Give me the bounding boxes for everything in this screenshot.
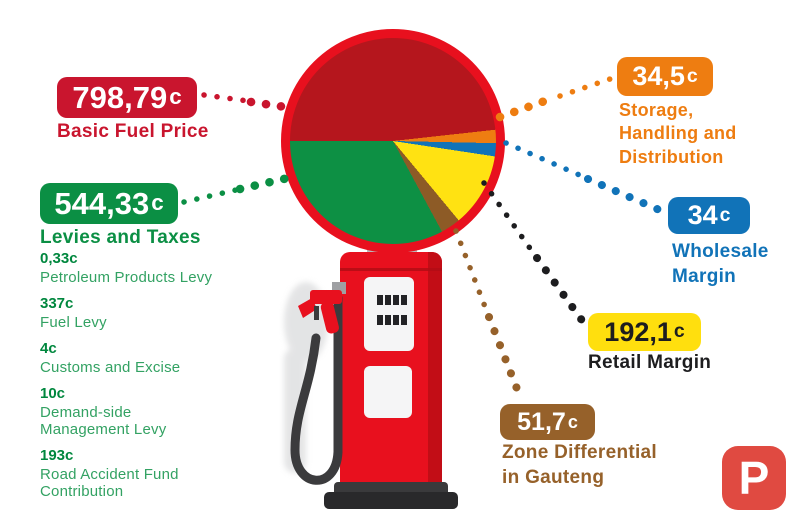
levy-value: 10c bbox=[40, 385, 66, 402]
cents-unit: c bbox=[686, 64, 698, 87]
leader-basic-fuel bbox=[201, 92, 297, 113]
cents-unit: c bbox=[169, 84, 182, 110]
list-item: 193c Road Accident Fund Contribution bbox=[40, 446, 290, 500]
levy-label: Customs and Excise bbox=[40, 359, 181, 376]
brand-logo: P bbox=[722, 446, 786, 510]
levy-label: Petroleum Products Levy bbox=[40, 269, 213, 286]
levy-label: Demand-side Management Levy bbox=[40, 404, 167, 438]
wholesale-margin-value: 34 bbox=[687, 200, 718, 230]
zone-differential-value: 51,7 bbox=[517, 407, 566, 436]
cents-unit: c bbox=[151, 190, 164, 216]
storage-handling-value: 34,5 bbox=[632, 61, 685, 91]
leader-storage bbox=[495, 76, 613, 122]
levies-breakdown-list: 0,33c Petroleum Products Levy 337c Fuel … bbox=[40, 249, 290, 508]
basic-fuel-price-value: 798,79 bbox=[72, 80, 168, 115]
levy-value: 0,33c bbox=[40, 250, 78, 267]
fuel-price-pie-chart bbox=[281, 29, 505, 253]
pump-panel bbox=[364, 366, 412, 418]
fuel-pump-illustration bbox=[284, 238, 458, 509]
basic-fuel-price-badge: 798,79 c bbox=[57, 77, 197, 118]
zone-differential-label: Zone Differential in Gauteng bbox=[502, 442, 658, 488]
pump-body-stripe bbox=[340, 268, 442, 271]
wholesale-margin-label: Wholesale Margin bbox=[672, 241, 769, 287]
list-item: 10c Demand-side Management Levy bbox=[40, 384, 290, 438]
retail-margin-value: 192,1 bbox=[604, 316, 672, 347]
levy-value: 4c bbox=[40, 340, 57, 357]
pump-display-digits bbox=[377, 295, 407, 325]
cents-unit: c bbox=[719, 203, 731, 226]
levy-label: Fuel Levy bbox=[40, 314, 107, 331]
cents-unit: c bbox=[567, 412, 578, 432]
levies-taxes-label: Levies and Taxes bbox=[40, 227, 201, 248]
storage-handling-label: Storage, Handling and Distribution bbox=[619, 100, 737, 167]
levy-label: Road Accident Fund Contribution bbox=[40, 466, 179, 500]
pump-nozzle bbox=[298, 282, 346, 334]
pump-hose bbox=[290, 293, 343, 485]
storage-handling-badge: 34,5 c bbox=[617, 57, 713, 96]
brand-logo-letter: P bbox=[738, 452, 770, 504]
levy-value: 193c bbox=[40, 447, 74, 464]
cents-unit: c bbox=[673, 320, 685, 343]
basic-fuel-price-label: Basic Fuel Price bbox=[57, 121, 209, 142]
zone-differential-badge: 51,7 c bbox=[500, 404, 595, 440]
pump-body-shade bbox=[428, 252, 442, 492]
list-item: 0,33c Petroleum Products Levy bbox=[40, 249, 290, 286]
retail-margin-label: Retail Margin bbox=[588, 352, 712, 373]
levy-value: 337c bbox=[40, 295, 74, 312]
pump-display bbox=[364, 277, 414, 351]
pump-base-lower bbox=[324, 492, 458, 509]
levies-taxes-value: 544,33 bbox=[54, 186, 150, 221]
retail-margin-badge: 192,1 c bbox=[588, 313, 701, 351]
list-item: 4c Customs and Excise bbox=[40, 339, 290, 376]
wholesale-margin-badge: 34 c bbox=[668, 197, 750, 234]
leader-levies bbox=[181, 173, 293, 205]
list-item: 337c Fuel Levy bbox=[40, 294, 290, 331]
leader-retail bbox=[481, 180, 590, 330]
levies-taxes-badge: 544,33 c bbox=[40, 183, 178, 224]
